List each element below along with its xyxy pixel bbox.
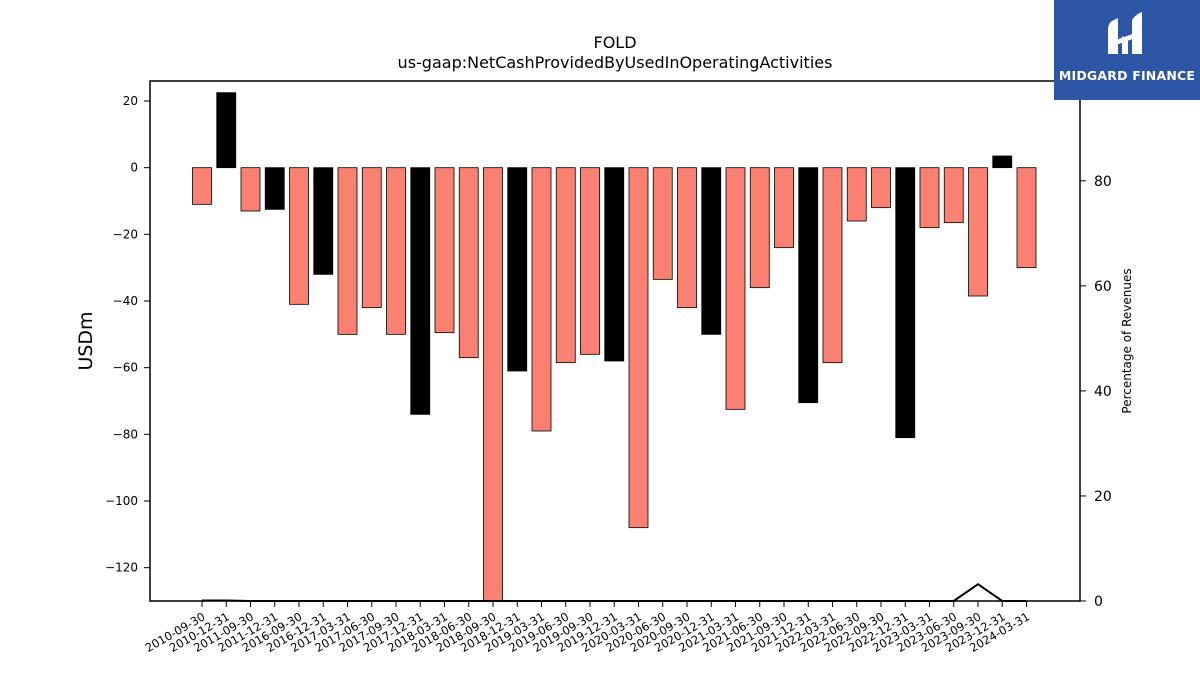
bar-2019-09-30 xyxy=(580,167,600,355)
plot-frame xyxy=(149,80,1081,602)
bar-2021-09-30 xyxy=(774,167,794,249)
bar-2022-12-31 xyxy=(895,167,916,439)
bar-2017-12-31 xyxy=(410,167,431,415)
y-axis-right: 0 20 40 60 80 xyxy=(1080,174,1112,610)
y-tick-label: 20 xyxy=(123,94,138,108)
bar-2023-09-30 xyxy=(968,167,988,297)
bar-2020-03-31 xyxy=(628,167,649,529)
bars-group xyxy=(192,92,1037,602)
logo-text: MIDGARD FINANCE xyxy=(1058,68,1196,83)
y-tick-label: −80 xyxy=(113,427,138,441)
bar-2021-12-31 xyxy=(798,167,819,404)
y2-tick-label: 60 xyxy=(1094,279,1112,295)
bar-2018-09-30 xyxy=(483,167,503,602)
x-axis: 2010-09-302010-12-312011-09-302011-12-31… xyxy=(143,601,1032,655)
chart-subtitle: us-gaap:NetCashProvidedByUsedInOperating… xyxy=(398,53,833,72)
bar-2020-09-30 xyxy=(677,167,697,309)
chart-title: FOLD xyxy=(593,33,636,52)
y-tick-label: −20 xyxy=(113,227,138,241)
midgard-logo-icon xyxy=(1108,12,1142,54)
bar-2010-12-31 xyxy=(216,92,237,169)
y-axis-label: USDm xyxy=(75,311,97,370)
bar-2011-12-31 xyxy=(264,167,285,210)
bar-2016-09-30 xyxy=(289,167,309,305)
bar-2024-03-31 xyxy=(1016,167,1037,269)
bar-2019-03-31 xyxy=(531,167,552,432)
bar-2016-12-31 xyxy=(313,167,334,275)
bar-2018-03-31 xyxy=(434,167,455,334)
bar-2011-09-30 xyxy=(240,167,261,212)
y2-tick-label: 20 xyxy=(1094,489,1112,505)
bar-2021-06-30 xyxy=(749,167,770,289)
y-tick-label: −40 xyxy=(113,294,138,308)
bar-2020-06-30 xyxy=(652,167,673,280)
bar-2017-09-30 xyxy=(386,167,406,335)
y2-tick-label: 0 xyxy=(1094,594,1103,610)
percentage-line xyxy=(202,582,1027,602)
brand-logo: MIDGARD FINANCE xyxy=(1054,0,1200,100)
bar-2018-12-31 xyxy=(507,167,528,372)
y2-tick-label: 80 xyxy=(1094,174,1112,190)
y-tick-label: 0 xyxy=(130,161,138,175)
bar-2017-03-31 xyxy=(337,167,358,335)
bar-2018-06-30 xyxy=(458,167,479,359)
y-tick-label: −120 xyxy=(105,561,138,575)
y-axis-left: 20 0 −20 −40 −60 −80 −100 −120 xyxy=(105,94,150,575)
bar-2021-03-31 xyxy=(725,167,746,410)
y2-tick-label: 40 xyxy=(1094,384,1112,400)
bar-2010-09-30 xyxy=(192,167,212,205)
y-tick-label: −60 xyxy=(113,361,138,375)
bar-2022-09-30 xyxy=(871,167,891,209)
bar-2019-06-30 xyxy=(555,167,576,364)
y2-axis-label: Percentage of Revenues xyxy=(1120,268,1134,413)
y-tick-label: −100 xyxy=(105,494,138,508)
bar-2017-06-30 xyxy=(361,167,382,309)
bar-2020-12-31 xyxy=(701,167,722,335)
bar-2023-03-31 xyxy=(919,167,940,229)
percentage-line-group xyxy=(202,582,1027,602)
bar-2022-06-30 xyxy=(846,167,867,222)
bar-2023-06-30 xyxy=(943,167,964,224)
bar-2022-03-31 xyxy=(822,167,843,364)
bar-2023-12-31 xyxy=(992,155,1013,169)
bar-2019-12-31 xyxy=(604,167,625,362)
